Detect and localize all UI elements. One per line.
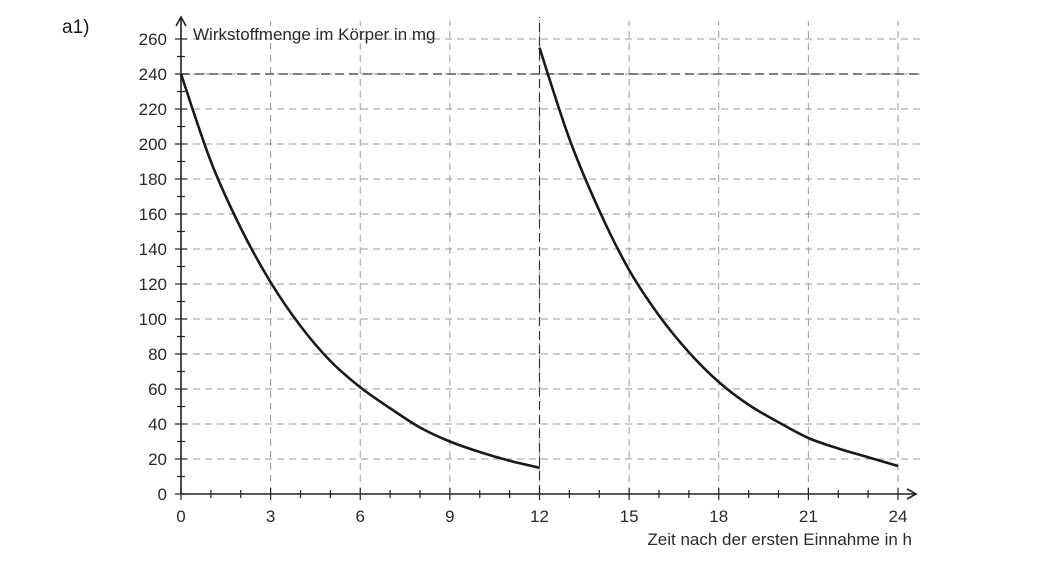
x-tick-label: 18 <box>709 507 728 526</box>
y-axis-arrow <box>175 15 187 27</box>
x-tick-label: 9 <box>445 507 454 526</box>
y-tick-label: 80 <box>148 345 167 364</box>
y-tick-labels: 0 20 40 60 80 100 120 140 160 180 200 220 240 260 <box>139 30 167 504</box>
panel-label: a1) <box>62 17 89 38</box>
reference-lines <box>181 17 920 494</box>
series <box>179 47 899 470</box>
x-tick-label: 6 <box>356 507 365 526</box>
y-tick-label: 160 <box>139 205 167 224</box>
series-curve-2 <box>538 47 899 468</box>
x-tick-label: 15 <box>620 507 639 526</box>
y-tick-label: 40 <box>148 415 167 434</box>
y-tick-label: 260 <box>139 30 167 49</box>
y-tick-label: 0 <box>158 485 167 504</box>
y-tick-label: 180 <box>139 170 167 189</box>
y-tick-label: 140 <box>139 240 167 259</box>
x-tick-label: 3 <box>266 507 275 526</box>
y-tick-label: 100 <box>139 310 167 329</box>
x-axis-arrow <box>906 488 918 500</box>
x-tick-label: 12 <box>530 507 549 526</box>
y-tick-label: 240 <box>139 65 167 84</box>
y-tick-label: 60 <box>148 380 167 399</box>
y-tick-label: 220 <box>139 100 167 119</box>
series-curve-1 <box>179 73 540 470</box>
x-tick-labels: 0 3 6 9 12 15 18 21 24 <box>176 507 907 526</box>
x-tick-label: 0 <box>176 507 185 526</box>
y-tick-label: 200 <box>139 135 167 154</box>
x-tick-label: 21 <box>799 507 818 526</box>
y-tick-label: 20 <box>148 450 167 469</box>
y-axis-title: Wirkstoffmenge im Körper in mg <box>193 25 435 44</box>
grid <box>181 21 920 494</box>
x-tick-label: 24 <box>889 507 908 526</box>
x-axis-title: Zeit nach der ersten Einnahme in h <box>647 530 912 549</box>
y-tick-label: 120 <box>139 275 167 294</box>
axes <box>175 15 918 500</box>
